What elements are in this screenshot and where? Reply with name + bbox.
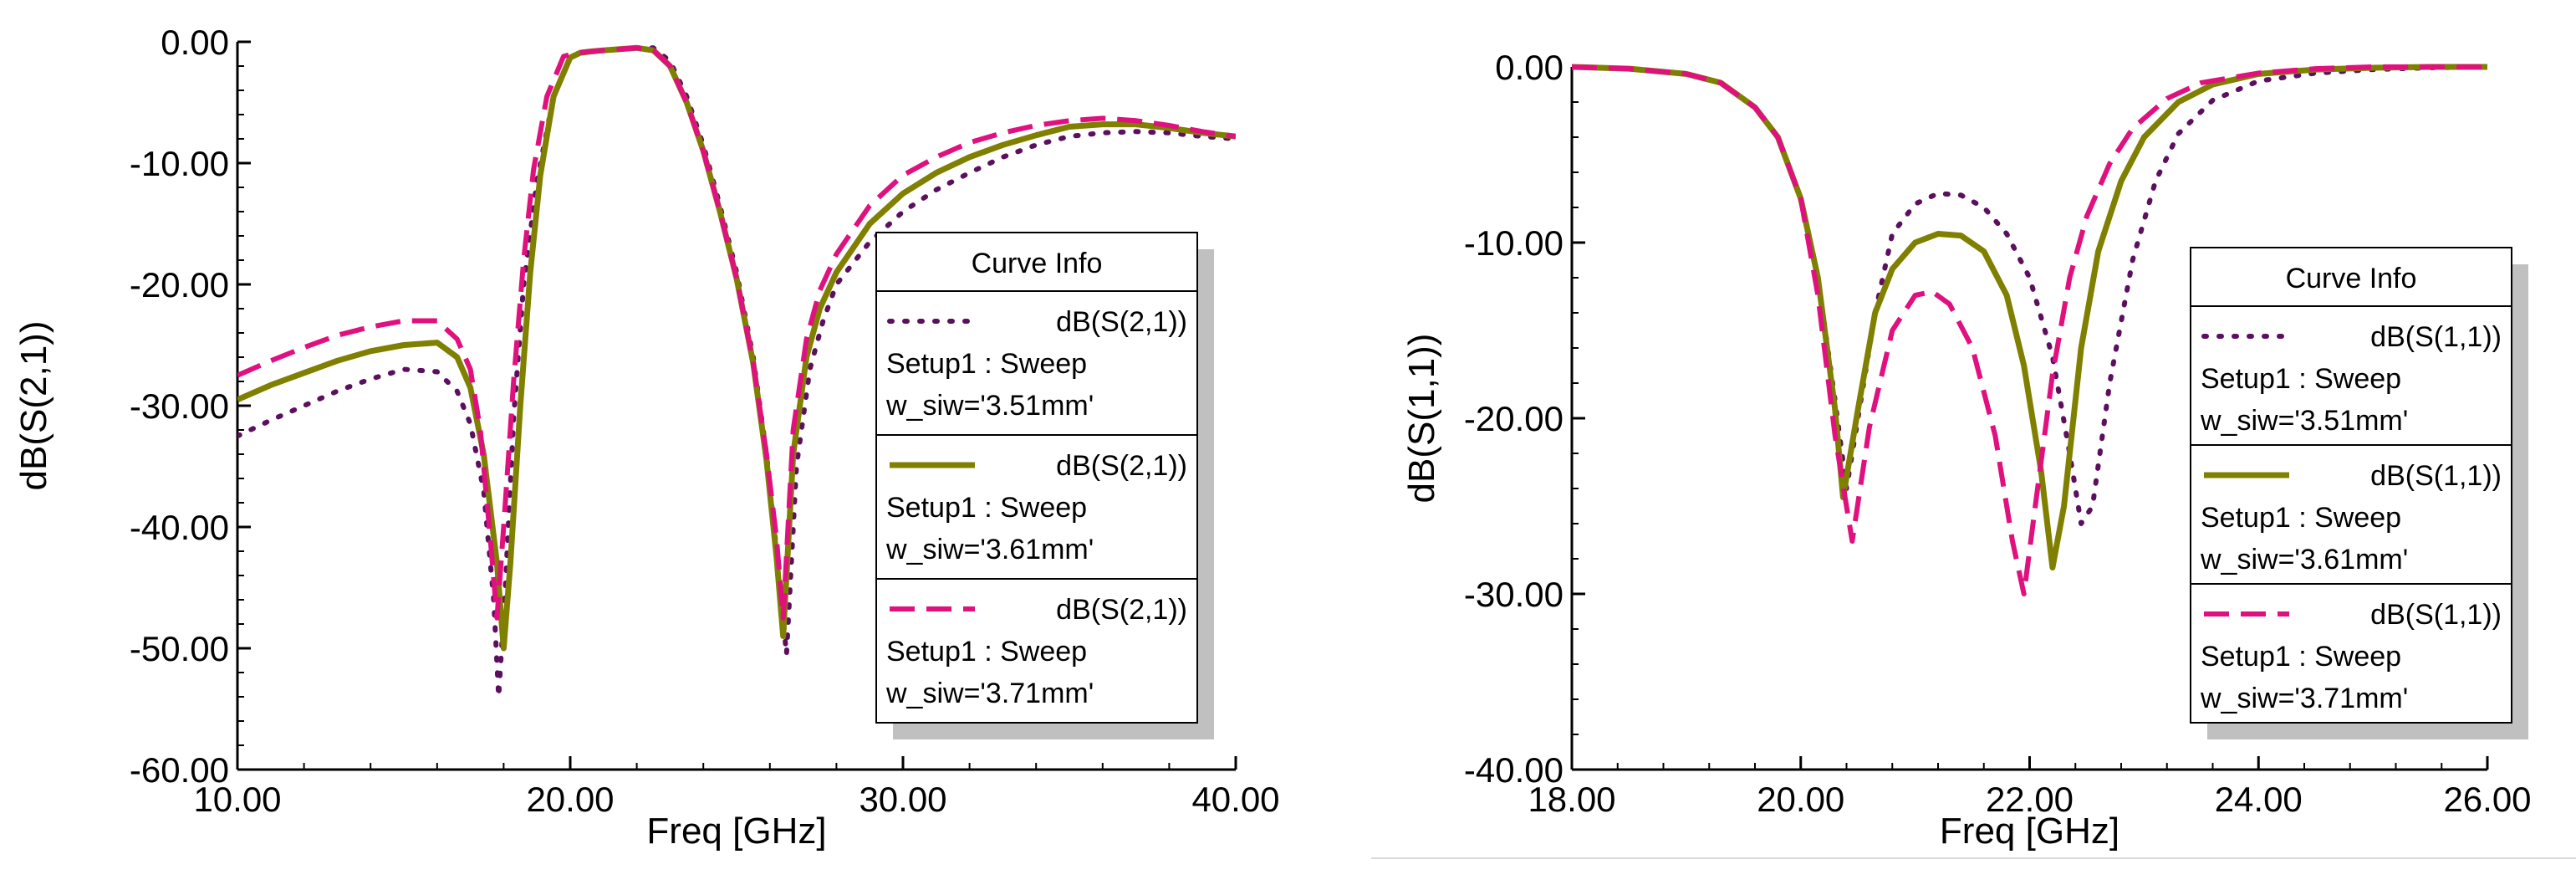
legend-entry-variant: w_siw='3.61mm'	[2200, 544, 2408, 576]
y-tick-label: -30.00	[1464, 575, 1563, 614]
x-tick-label: 24.00	[2215, 780, 2303, 819]
legend-entry-variant: w_siw='3.51mm'	[2200, 405, 2408, 437]
series-line-dot	[1572, 64, 2487, 526]
legend-entry-title: dB(S(1,1))	[2370, 599, 2502, 631]
legend-entry-setup: Setup1 : Sweep	[886, 492, 1087, 524]
legend-box	[875, 232, 1198, 724]
x-tick-label: 20.00	[526, 780, 614, 819]
legend-entry-variant: w_siw='3.51mm'	[885, 390, 1094, 422]
legend-entry-setup: Setup1 : Sweep	[2201, 363, 2401, 395]
legend-title: Curve Info	[972, 248, 1103, 279]
x-tick-label: 22.00	[1986, 780, 2074, 819]
series-line-dash	[1572, 64, 2487, 596]
y-tick-label: 0.00	[161, 23, 229, 62]
y-tick-label: -50.00	[130, 629, 229, 668]
legend-entry-variant: w_siw='3.71mm'	[885, 678, 1094, 709]
series-group	[1572, 64, 2487, 596]
legend-entry-title: dB(S(1,1))	[2370, 460, 2502, 492]
legend-entry-variant: w_siw='3.61mm'	[885, 534, 1094, 565]
legend-entry-title: dB(S(2,1))	[1056, 306, 1187, 338]
legend-entry-title: dB(S(2,1))	[1056, 594, 1187, 626]
x-tick-label: 30.00	[859, 780, 946, 819]
series-line-dash	[237, 45, 1236, 621]
legend-entry-title: dB(S(2,1))	[1056, 450, 1187, 482]
legend-entry-setup: Setup1 : Sweep	[2201, 502, 2401, 534]
y-tick-label: -30.00	[130, 386, 229, 426]
x-axis-label: Freq [GHz]	[1940, 811, 2119, 852]
legend-box	[2190, 247, 2512, 724]
chart-s21: 0.00 -10.00 -20.00 -30.00 -40.00 -50.00 -60.00…	[13, 23, 1280, 852]
y-tick-label: -40.00	[1464, 750, 1563, 790]
legend: Curve Info dB(S(1,1)) Setup1 : Sweep w_siw=…	[2190, 247, 2528, 739]
legend-entry-variant: w_siw='3.71mm'	[2200, 683, 2408, 714]
x-tick-label: 10.00	[193, 780, 281, 819]
legend-title: Curve Info	[2286, 263, 2417, 294]
legend-entry-setup: Setup1 : Sweep	[2201, 641, 2401, 673]
legend-entry-setup: Setup1 : Sweep	[886, 636, 1087, 668]
x-tick-label: 18.00	[1528, 780, 1615, 819]
x-tick-label: 40.00	[1191, 780, 1279, 819]
series-group	[237, 44, 1236, 699]
y-tick-label: -40.00	[130, 508, 229, 547]
y-tick-label: -20.00	[1464, 399, 1563, 438]
y-tick-label: -20.00	[130, 265, 229, 304]
y-tick-label: -10.00	[1464, 223, 1563, 263]
y-tick-label: -60.00	[130, 750, 229, 790]
legend: Curve Info dB(S(2,1)) Setup1 : Sweep w_siw=…	[875, 232, 1214, 739]
x-tick-label: 20.00	[1757, 780, 1844, 819]
x-axis-label: Freq [GHz]	[646, 811, 826, 852]
y-tick-label: 0.00	[1495, 48, 1563, 87]
y-axis-label: dB(S(1,1))	[1401, 334, 1442, 504]
legend-entry-title: dB(S(1,1))	[2370, 321, 2502, 353]
x-tick-label: 26.00	[2443, 780, 2531, 819]
legend-entry-setup: Setup1 : Sweep	[886, 348, 1087, 380]
y-axis-label: dB(S(2,1))	[13, 321, 54, 491]
y-tick-label: -10.00	[130, 144, 229, 183]
series-line-solid	[1572, 64, 2487, 570]
